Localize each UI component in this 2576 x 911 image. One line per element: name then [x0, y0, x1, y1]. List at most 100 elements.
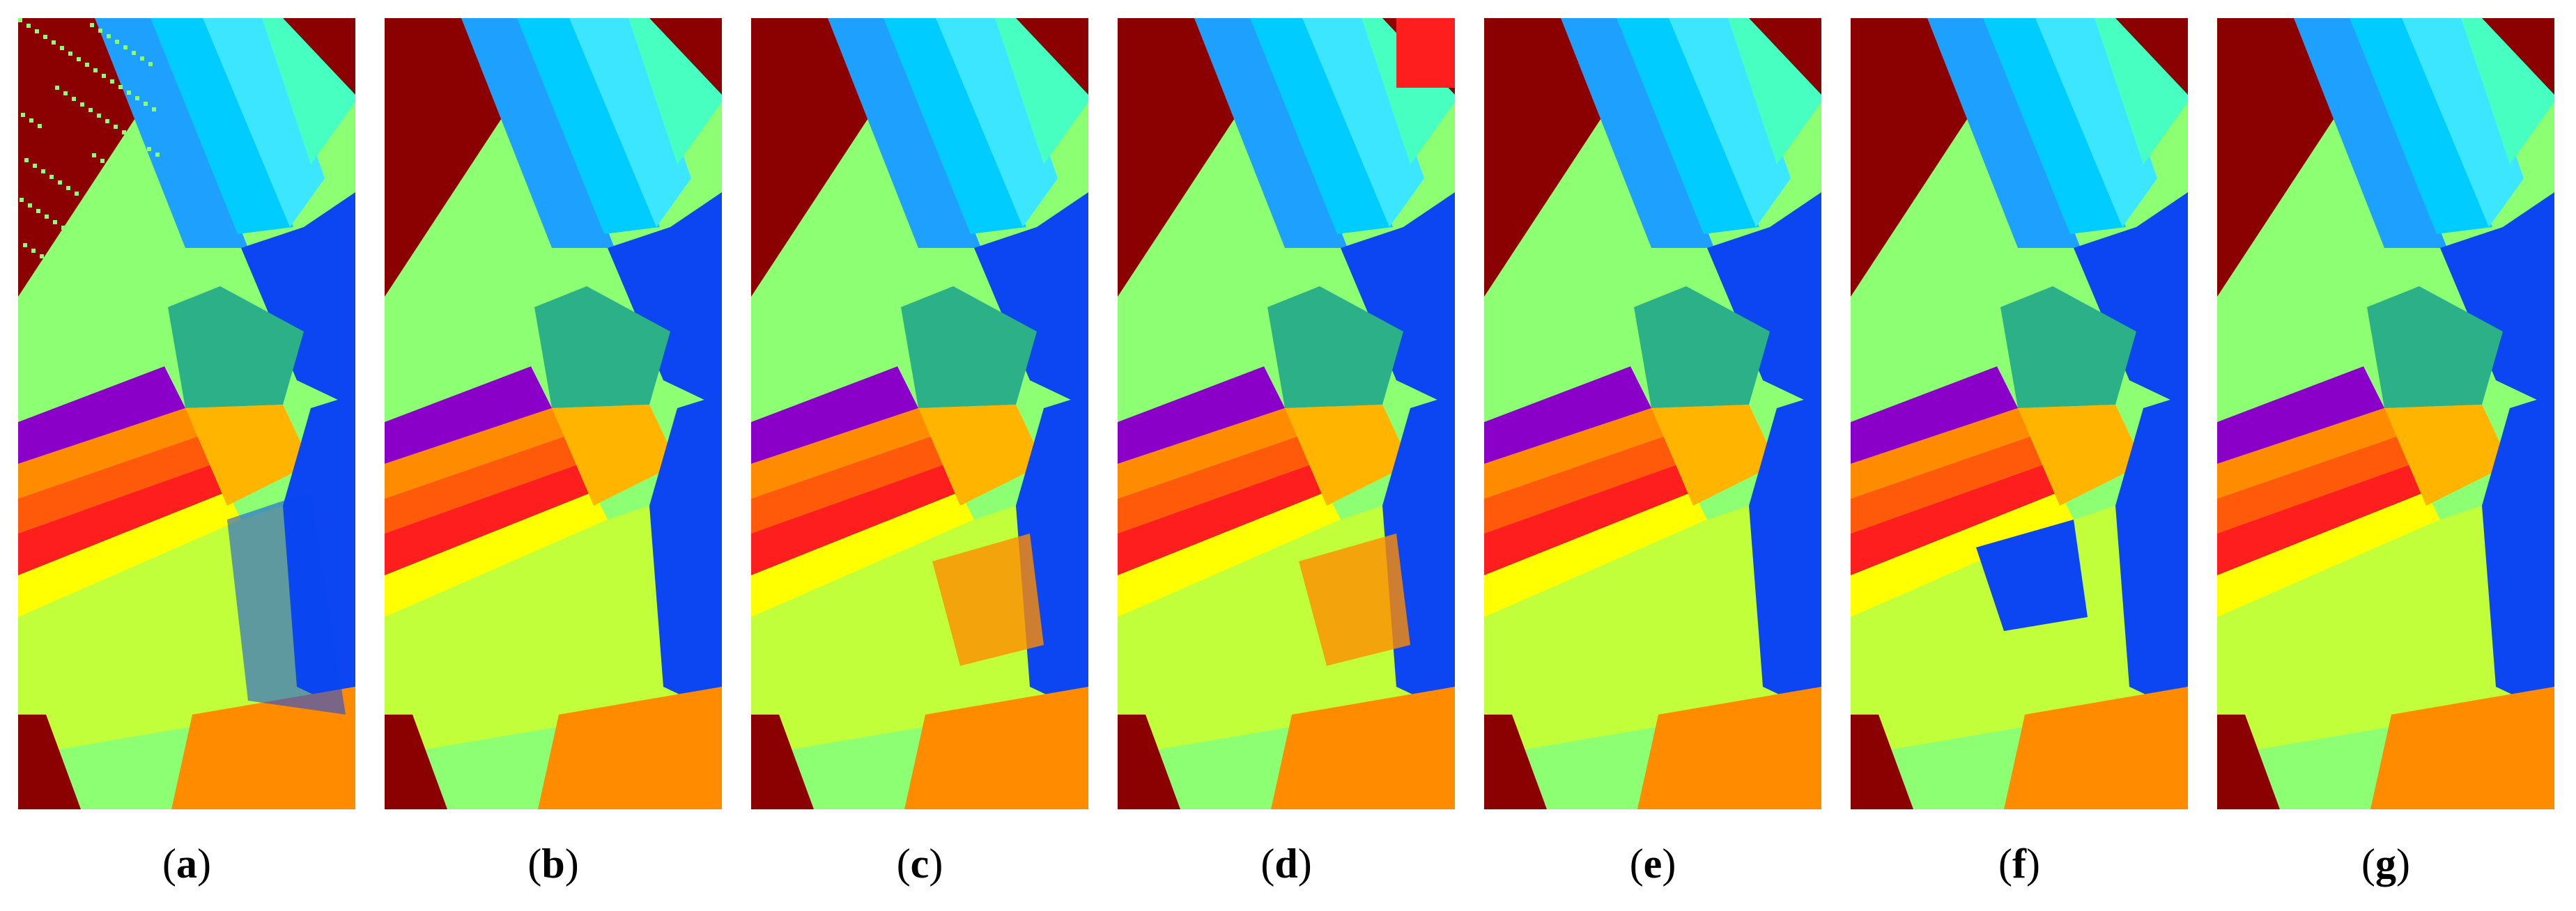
blue-block [2074, 192, 2188, 408]
gold-field [552, 405, 677, 506]
caption-close-paren: ) [929, 841, 943, 887]
caption-letter: d [1274, 841, 1298, 887]
noise-speck [123, 45, 128, 49]
teal-field [534, 286, 670, 408]
noise-speck [56, 265, 61, 270]
noise-speck [85, 63, 89, 67]
red-stripe [18, 464, 227, 575]
noise-speck [129, 221, 133, 225]
caption-close-paren: ) [2026, 841, 2040, 887]
noise-speck [70, 231, 74, 235]
noise-speck [132, 51, 136, 55]
gold-field [1285, 405, 1410, 506]
dark-orange-stripe [2217, 436, 2412, 534]
cyan-strip-2 [884, 18, 1026, 234]
noise-speck [40, 254, 44, 258]
classification-map-e [1484, 18, 1821, 809]
orange-bottom-field [1637, 687, 1821, 809]
noise-speck [130, 136, 134, 140]
noise-speck [73, 277, 77, 281]
purple-stripe [2217, 366, 2384, 464]
noise-speck [102, 74, 106, 78]
cyan-strip-3 [936, 18, 1058, 227]
noise-speck [41, 169, 45, 173]
noise-speck [117, 170, 121, 174]
classification-map-b [385, 18, 722, 809]
orange-bottom-field [2370, 687, 2554, 809]
caption-open-paren: ( [1260, 841, 1275, 887]
noise-speck [21, 113, 25, 117]
noise-speck [20, 198, 24, 202]
noise-speck [86, 242, 91, 247]
blue-strip-1 [1927, 18, 2081, 248]
dark-red-corner [1016, 18, 1088, 95]
noise-speck [45, 215, 49, 219]
cyan-strip-3 [2035, 18, 2157, 227]
teal-field [168, 286, 304, 408]
blue-block [1707, 192, 1821, 408]
noisy-blue-patch [227, 492, 346, 715]
cyan-strip-2 [2350, 18, 2492, 234]
cyan-strip-2 [1983, 18, 2126, 234]
noise-speck [43, 35, 47, 39]
noise-speck [53, 220, 57, 224]
orange-bottom-field [538, 687, 722, 809]
noise-speck [88, 108, 93, 112]
noise-speck [142, 187, 146, 191]
dark-orange-stripe [385, 436, 580, 534]
noise-speck [82, 282, 86, 286]
caption-close-paren: ) [1297, 841, 1312, 887]
cyan-strip-2 [517, 18, 660, 234]
dark-red-bottom [1484, 715, 1547, 809]
cyan-strip-3 [1669, 18, 1791, 227]
teal-field [2000, 286, 2136, 408]
noise-speck [63, 91, 68, 95]
map-image-f [1851, 18, 2188, 809]
classification-map-g [2217, 18, 2554, 809]
caption-letter: g [2375, 841, 2396, 887]
noise-speck [137, 226, 141, 231]
noise-speck [97, 114, 101, 118]
teal-field [901, 286, 1037, 408]
noise-speck [61, 226, 65, 230]
noise-speck [95, 248, 99, 252]
panel-caption-g: (g) [2217, 839, 2554, 888]
map-image-d [1118, 18, 1455, 809]
dark-red-bottom [1118, 715, 1180, 809]
noise-speck [154, 238, 158, 242]
dark-red-corner [1749, 18, 1821, 95]
noise-speck [77, 57, 81, 61]
blue-strip-1 [1561, 18, 1714, 248]
caption-close-paren: ) [564, 841, 579, 887]
dark-orange-stripe [18, 436, 213, 534]
noise-speck [107, 34, 111, 38]
purple-stripe [385, 366, 552, 464]
teal-field [1634, 286, 1770, 408]
orange-bottom-field [171, 687, 355, 809]
noise-speck [68, 52, 72, 56]
noise-speck [36, 209, 40, 213]
noise-speck [125, 176, 130, 180]
noise-speck [78, 237, 82, 241]
classification-map-f [1851, 18, 2188, 809]
blue-lower-block [2115, 394, 2188, 715]
classification-map-a [18, 18, 355, 809]
orange-stripe [1118, 408, 1299, 499]
panel-caption-b: (b) [385, 839, 722, 888]
noise-speck [152, 107, 156, 111]
dark-red-bottom [385, 715, 447, 809]
caption-close-paren: ) [197, 841, 211, 887]
yellow-stripe [385, 492, 608, 617]
cyan-strip-3 [203, 18, 325, 227]
noise-speck [127, 91, 131, 95]
blue-strip-1 [2294, 18, 2447, 248]
cyan-strip-2 [1250, 18, 1393, 234]
yellow-stripe [751, 492, 974, 617]
noise-speck [140, 56, 144, 61]
gold-field [185, 405, 311, 506]
caption-letter: f [2012, 841, 2026, 887]
orange-stripe [18, 408, 199, 499]
noise-speck [66, 186, 70, 190]
red-stripe [751, 464, 960, 575]
noise-speck [146, 232, 150, 236]
